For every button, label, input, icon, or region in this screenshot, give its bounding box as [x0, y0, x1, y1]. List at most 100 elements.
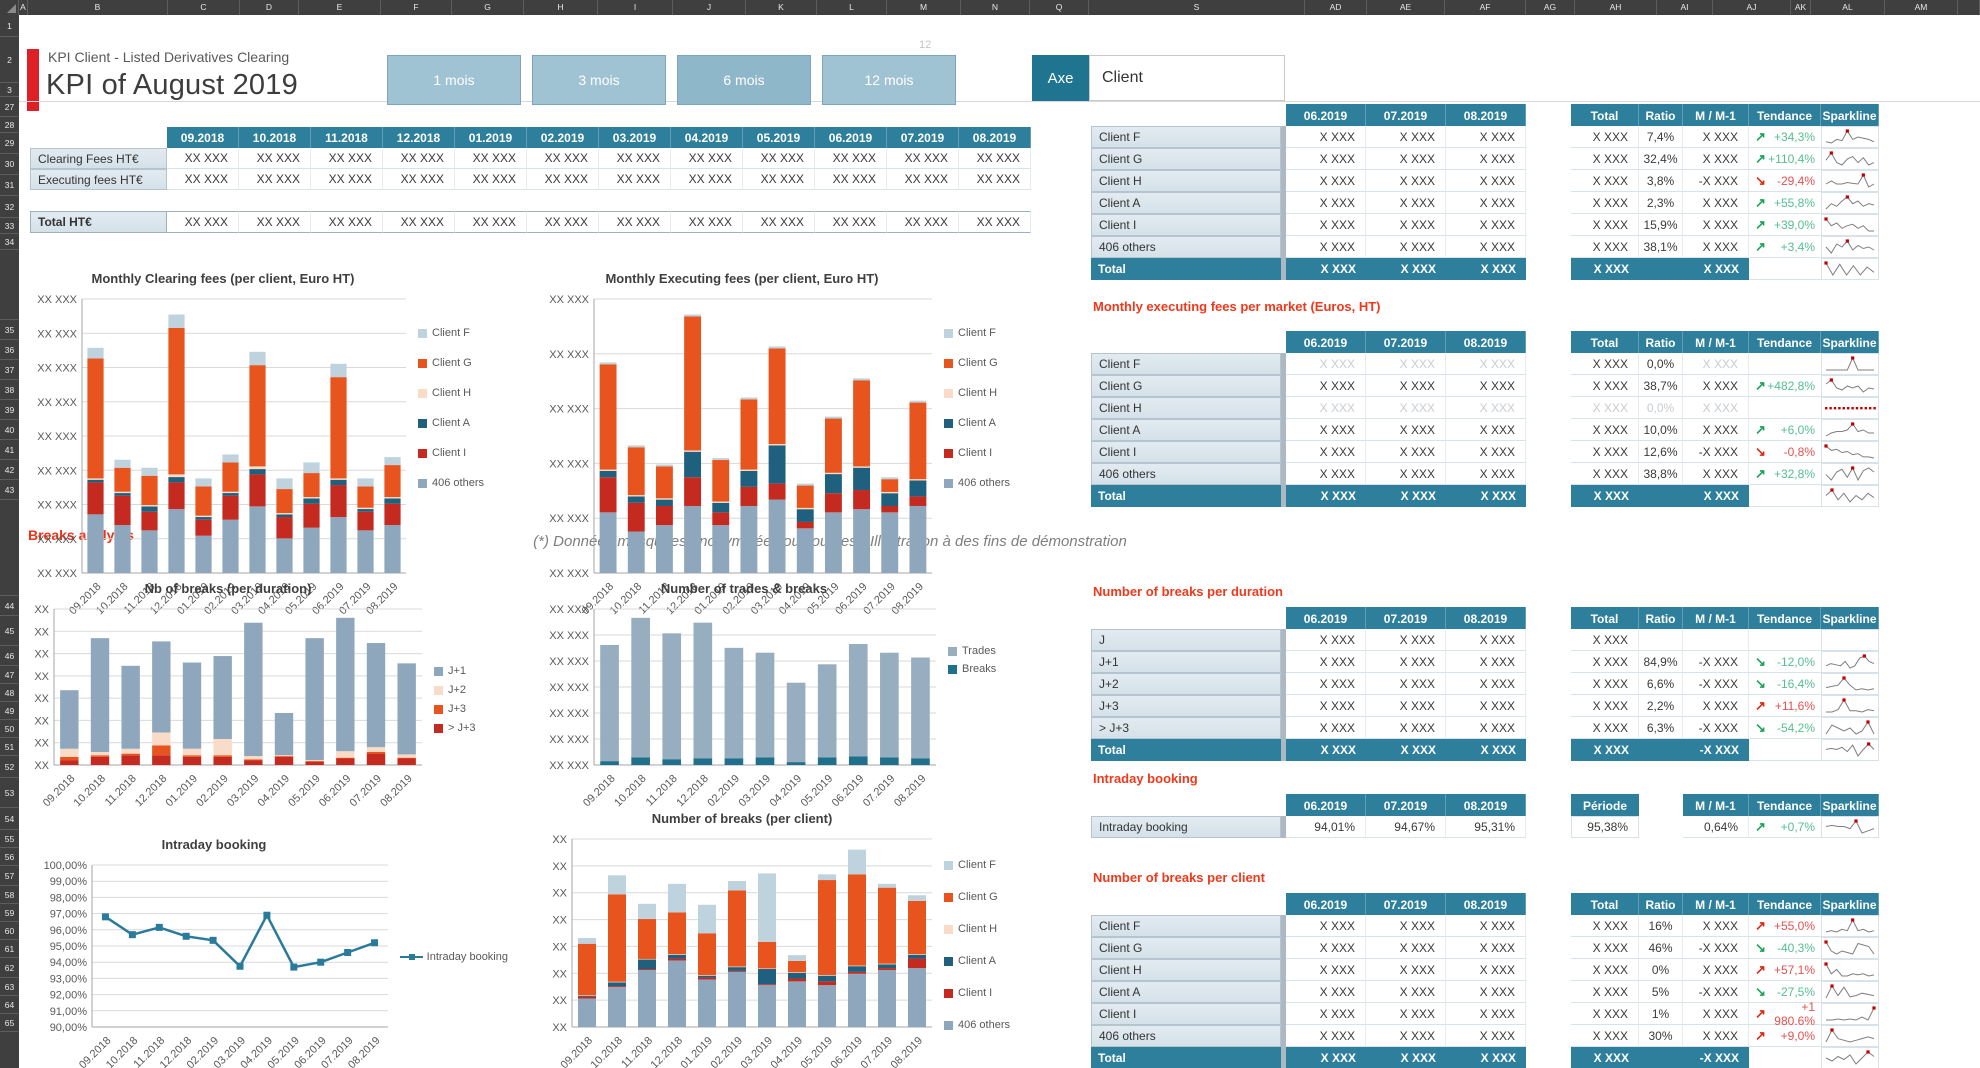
column-header-AK[interactable]: AK: [1791, 0, 1811, 15]
row-header-33[interactable]: 33: [0, 218, 19, 234]
column-header-K[interactable]: K: [746, 0, 817, 15]
column-header-A[interactable]: A: [19, 0, 28, 15]
column-header-AF[interactable]: AF: [1445, 0, 1526, 15]
row-header-2[interactable]: 2: [0, 37, 19, 83]
row-header-45[interactable]: 45: [0, 616, 19, 646]
column-header-B[interactable]: B: [28, 0, 168, 15]
row-header-58[interactable]: 58: [0, 886, 19, 904]
period-button-1-mois[interactable]: 1 mois: [387, 55, 521, 105]
row-header-62[interactable]: 62: [0, 958, 19, 978]
row-header-49[interactable]: 49: [0, 702, 19, 720]
row-header-41[interactable]: 41: [0, 440, 19, 460]
column-header-AH[interactable]: AH: [1575, 0, 1657, 15]
column-header-blank[interactable]: [1958, 0, 1980, 15]
row-header-37[interactable]: 37: [0, 360, 19, 380]
table-metric-header: Total: [1571, 607, 1639, 630]
column-header-C[interactable]: C: [168, 0, 240, 15]
column-header-F[interactable]: F: [381, 0, 452, 15]
trend-cell: ↘ -27,5%: [1749, 981, 1821, 1003]
section-title-intraday: Intraday booking: [1093, 771, 1198, 786]
svg-text:XX XXX: XX XXX: [37, 465, 77, 477]
row-header-blank[interactable]: [0, 500, 19, 596]
column-header-E[interactable]: E: [299, 0, 381, 15]
total-cell: X XXX: [1571, 1025, 1639, 1047]
row-header-61[interactable]: 61: [0, 940, 19, 958]
row-header-59[interactable]: 59: [0, 904, 19, 922]
sparkline: [1825, 1050, 1875, 1065]
table-row-label: Client G: [1091, 375, 1281, 397]
column-header-I[interactable]: I: [598, 0, 673, 15]
row-header-30[interactable]: 30: [0, 154, 19, 175]
column-header-AJ[interactable]: AJ: [1713, 0, 1791, 15]
row-header-32[interactable]: 32: [0, 196, 19, 218]
svg-text:08.2019: 08.2019: [889, 1035, 926, 1068]
row-header-54[interactable]: 54: [0, 808, 19, 830]
row-header-65[interactable]: 65: [0, 1014, 19, 1032]
period-button-3-mois[interactable]: 3 mois: [532, 55, 666, 105]
row-header-53[interactable]: 53: [0, 778, 19, 808]
row-header-40[interactable]: 40: [0, 420, 19, 440]
row-header-34[interactable]: 34: [0, 234, 19, 250]
row-header-48[interactable]: 48: [0, 684, 19, 702]
svg-text:XX: XX: [34, 738, 49, 750]
row-header-64[interactable]: 64: [0, 996, 19, 1014]
column-header-L[interactable]: L: [817, 0, 887, 15]
column-header-S[interactable]: S: [1089, 0, 1305, 15]
row-header-42[interactable]: 42: [0, 460, 19, 480]
legend-item: > J+3: [434, 722, 500, 734]
mom-cell: X XXX: [1683, 959, 1749, 981]
row-header-43[interactable]: 43: [0, 480, 19, 500]
row-header-29[interactable]: 29: [0, 133, 19, 154]
row-header-28[interactable]: 28: [0, 117, 19, 133]
column-header-M[interactable]: M: [887, 0, 961, 15]
table-row-label: J+3: [1091, 695, 1281, 717]
column-header-AI[interactable]: AI: [1657, 0, 1713, 15]
ghost-cell-value: 12: [919, 39, 932, 51]
row-header-1[interactable]: 1: [0, 15, 19, 37]
row-header-3[interactable]: 3: [0, 83, 19, 97]
row-header-47[interactable]: 47: [0, 666, 19, 684]
column-header-AM[interactable]: AM: [1885, 0, 1958, 15]
row-header-60[interactable]: 60: [0, 922, 19, 940]
row-header-52[interactable]: 52: [0, 756, 19, 778]
period-button-12-mois[interactable]: 12 mois: [822, 55, 956, 105]
month-value-cell: X XXX: [1446, 1025, 1526, 1047]
period-button-6-mois[interactable]: 6 mois: [677, 55, 811, 105]
row-header-56[interactable]: 56: [0, 848, 19, 866]
row-header-63[interactable]: 63: [0, 978, 19, 996]
row-header-36[interactable]: 36: [0, 340, 19, 360]
column-header-G[interactable]: G: [452, 0, 524, 15]
column-header-H[interactable]: H: [524, 0, 598, 15]
row-header-50[interactable]: 50: [0, 720, 19, 738]
column-header-N[interactable]: N: [961, 0, 1030, 15]
row-header-35[interactable]: 35: [0, 320, 19, 340]
column-header-AE[interactable]: AE: [1367, 0, 1445, 15]
row-header-blank[interactable]: [0, 250, 19, 320]
svg-text:XX XXX: XX XXX: [37, 363, 77, 375]
row-header-51[interactable]: 51: [0, 738, 19, 756]
row-header-44[interactable]: 44: [0, 596, 19, 616]
legend-label: Client I: [958, 447, 993, 459]
row-header-31[interactable]: 31: [0, 175, 19, 196]
row-header-27[interactable]: 27: [0, 97, 19, 117]
row-header-38[interactable]: 38: [0, 380, 19, 400]
trend-down-icon: ↘: [1755, 172, 1766, 188]
select-all-corner[interactable]: [0, 0, 19, 15]
table-month-header: 06.2019: [1286, 331, 1366, 354]
column-header-Q[interactable]: Q: [1030, 0, 1089, 15]
row-header-39[interactable]: 39: [0, 400, 19, 420]
column-header-AL[interactable]: AL: [1811, 0, 1885, 15]
table-row-label: J+2: [1091, 673, 1281, 695]
row-header-55[interactable]: 55: [0, 830, 19, 848]
month-value-cell: X XXX: [1366, 192, 1446, 214]
row-header-57[interactable]: 57: [0, 866, 19, 886]
svg-text:XX XXX: XX XXX: [549, 458, 589, 470]
table-metric-header: Total: [1571, 331, 1639, 354]
legend-label: Client A: [958, 417, 996, 429]
column-header-AG[interactable]: AG: [1526, 0, 1575, 15]
axis-selector-value[interactable]: Client: [1089, 55, 1285, 101]
column-header-D[interactable]: D: [240, 0, 299, 15]
column-header-AD[interactable]: AD: [1305, 0, 1367, 15]
column-header-J[interactable]: J: [673, 0, 746, 15]
row-header-46[interactable]: 46: [0, 646, 19, 666]
